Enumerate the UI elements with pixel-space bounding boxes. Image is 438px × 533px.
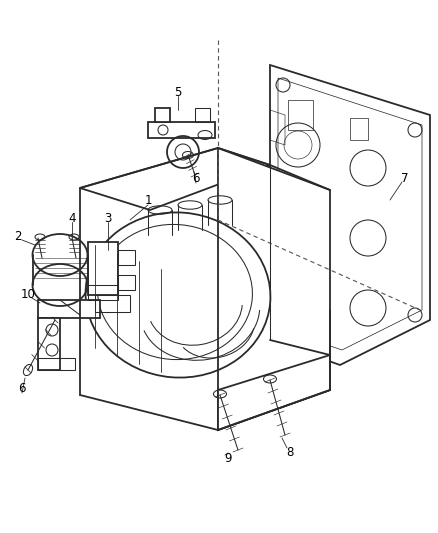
Polygon shape bbox=[155, 108, 170, 122]
Polygon shape bbox=[80, 148, 270, 210]
Polygon shape bbox=[88, 242, 118, 295]
Polygon shape bbox=[148, 122, 215, 138]
Text: 4: 4 bbox=[68, 212, 76, 224]
Polygon shape bbox=[38, 318, 60, 370]
Polygon shape bbox=[218, 355, 330, 430]
Text: 10: 10 bbox=[21, 288, 35, 302]
Text: 6: 6 bbox=[18, 382, 26, 394]
Text: 3: 3 bbox=[104, 212, 112, 224]
Polygon shape bbox=[270, 65, 430, 365]
Text: 9: 9 bbox=[224, 451, 232, 464]
Text: 2: 2 bbox=[14, 230, 22, 244]
Text: 1: 1 bbox=[144, 193, 152, 206]
Ellipse shape bbox=[32, 234, 88, 276]
Polygon shape bbox=[218, 148, 330, 430]
Text: 6: 6 bbox=[192, 172, 200, 184]
Text: 5: 5 bbox=[174, 85, 182, 99]
Text: 8: 8 bbox=[286, 446, 294, 458]
Text: 7: 7 bbox=[401, 172, 409, 184]
Polygon shape bbox=[38, 300, 100, 318]
